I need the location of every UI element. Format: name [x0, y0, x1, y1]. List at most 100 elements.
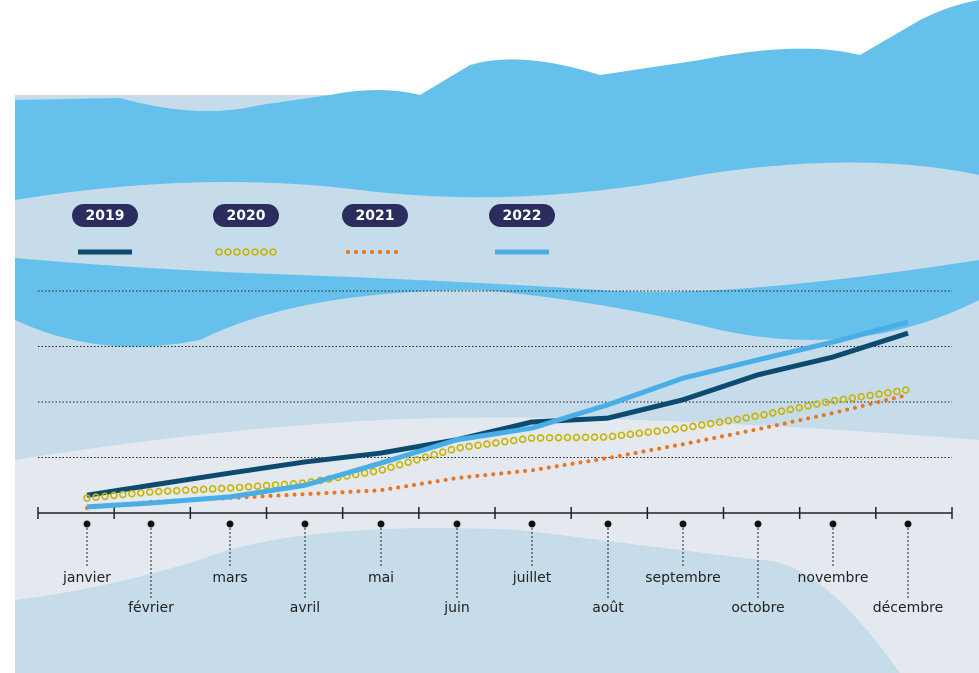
series-marker [439, 448, 447, 457]
series-marker [456, 443, 464, 452]
series-marker [404, 458, 413, 467]
series-marker [145, 488, 154, 496]
legend-badge [213, 204, 279, 227]
series-marker [866, 391, 874, 400]
series-marker [760, 410, 768, 419]
legend-swatch [269, 248, 277, 256]
series-marker [839, 395, 848, 404]
series-marker [733, 415, 742, 424]
series-marker [119, 490, 127, 499]
legend-badge [342, 204, 408, 227]
series-marker [848, 394, 857, 402]
series-marker [253, 482, 262, 490]
month-dot [528, 520, 536, 528]
x-tick-label: novembre [798, 570, 869, 586]
series-marker [715, 418, 724, 426]
month-dot [226, 520, 234, 528]
legend-swatch [224, 248, 232, 256]
series-marker [742, 413, 750, 422]
month-dot [147, 520, 155, 528]
series-marker [857, 392, 866, 401]
series-marker [768, 409, 777, 417]
series-line [86, 330, 909, 498]
month-dot [679, 520, 687, 528]
series-marker [751, 412, 759, 421]
series-marker [421, 453, 430, 462]
x-tick-label: août [592, 600, 624, 616]
series-marker [830, 396, 839, 405]
legend-swatch [215, 248, 223, 256]
legend-label: 2019 [86, 208, 125, 224]
series-marker [172, 486, 181, 495]
x-tick-label: avril [290, 600, 320, 616]
series-marker [387, 463, 395, 472]
series-marker [777, 407, 786, 415]
series-marker [518, 435, 527, 444]
legend-swatch [251, 248, 259, 256]
series-marker [626, 430, 635, 439]
series-marker [875, 390, 883, 398]
series-marker [697, 421, 706, 429]
x-tick-label: septembre [645, 570, 720, 586]
series-marker [901, 386, 910, 394]
x-tick-label: mars [212, 570, 247, 586]
series-marker [430, 450, 438, 459]
series-marker [599, 433, 608, 441]
series-marker [92, 493, 100, 501]
series-marker [136, 489, 145, 497]
series-marker [199, 485, 208, 494]
series-marker [378, 466, 387, 474]
series-marker [662, 426, 670, 434]
series-marker [572, 433, 581, 442]
series-marker [447, 445, 456, 454]
legend-badge [489, 204, 555, 227]
legend-label: 2020 [227, 208, 266, 224]
series-marker [163, 487, 172, 495]
series-marker [369, 467, 378, 476]
series-marker [83, 494, 91, 502]
x-tick-label: janvier [62, 570, 111, 586]
series-marker [217, 484, 226, 493]
legend-label: 2021 [356, 208, 395, 224]
legend-swatch [242, 248, 250, 256]
series-marker [235, 483, 244, 492]
series-marker [262, 481, 271, 490]
series-marker [154, 487, 163, 496]
series-marker [181, 486, 190, 495]
month-dot [754, 520, 762, 528]
legend-swatch [260, 248, 268, 256]
series-marker [226, 484, 235, 492]
x-tick-label: juin [443, 600, 470, 616]
series-marker [500, 437, 509, 446]
month-dot [904, 520, 912, 528]
series-marker [474, 441, 482, 450]
x-tick-label: décembre [873, 600, 943, 616]
series-marker [786, 405, 795, 414]
legend-label: 2022 [503, 208, 542, 224]
x-tick-label: mai [368, 570, 394, 586]
month-dot [453, 520, 461, 528]
series-marker [617, 431, 626, 440]
series-marker [884, 388, 892, 397]
series-marker [893, 387, 901, 396]
series-marker [127, 489, 136, 498]
series-marker [644, 428, 653, 436]
series-marker [395, 461, 404, 469]
series-marker [413, 455, 421, 464]
series-marker [795, 403, 804, 412]
series-marker [680, 424, 688, 432]
legend-badge [72, 204, 138, 227]
series-marker [689, 422, 697, 431]
series-marker [563, 433, 572, 442]
series-marker [208, 485, 217, 493]
series-line [86, 319, 909, 510]
series-marker [635, 429, 644, 438]
series-marker [527, 434, 536, 442]
series-marker [536, 434, 545, 442]
series-marker [101, 492, 109, 501]
month-dot [829, 520, 837, 528]
series-marker [804, 402, 812, 410]
series-marker [671, 425, 679, 433]
series-marker [465, 442, 473, 451]
